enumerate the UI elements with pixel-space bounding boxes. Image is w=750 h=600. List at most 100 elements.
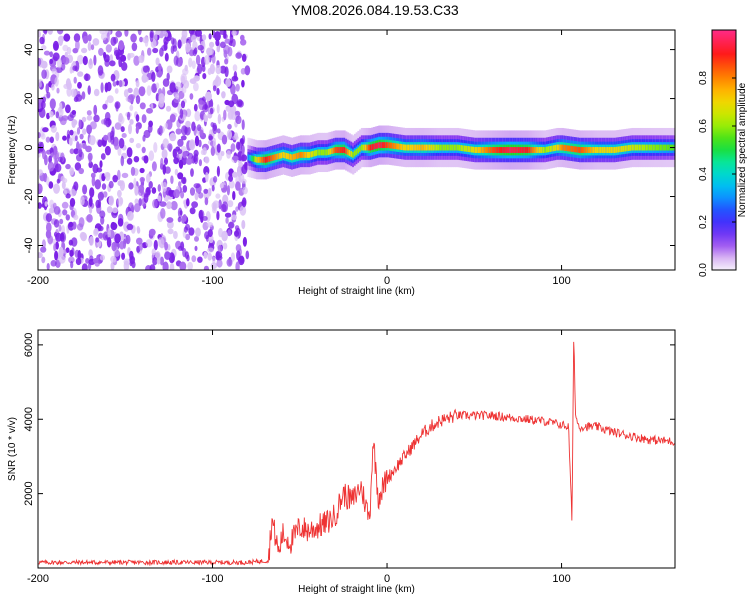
noise-blob — [202, 73, 207, 80]
noise-blob — [48, 181, 54, 189]
noise-blob — [230, 83, 236, 95]
ridge-cell — [582, 147, 585, 153]
noise-blob — [41, 69, 47, 79]
noise-blob — [174, 168, 179, 176]
noise-blob — [88, 249, 93, 257]
noise-blob — [63, 189, 67, 196]
ridge-cell — [345, 148, 348, 154]
ridge-cell — [325, 149, 329, 156]
ridge-cell — [411, 144, 414, 151]
ridge-cell — [294, 153, 297, 160]
noise-blob — [138, 55, 145, 63]
noise-blob — [38, 107, 46, 119]
noise-blob — [197, 63, 203, 75]
noise-blob — [204, 197, 209, 206]
noise-blob — [148, 150, 155, 161]
noise-blob — [177, 138, 184, 147]
ridge-cell — [397, 143, 400, 150]
noise-blob — [66, 46, 72, 55]
noise-blob — [89, 255, 94, 262]
ridge-cell — [573, 146, 577, 153]
noise-blob — [166, 72, 170, 81]
noise-blob — [173, 157, 180, 165]
ridge-cell — [299, 151, 303, 158]
ridge-cell — [568, 145, 571, 152]
noise-blob — [215, 64, 222, 75]
ridge-cell — [535, 147, 538, 153]
ridge-cell — [273, 154, 276, 161]
ridge-cell — [645, 144, 648, 151]
noise-blob — [117, 189, 122, 198]
ridge-cell — [542, 147, 545, 153]
ridge-cell — [620, 146, 624, 152]
noise-blob — [120, 54, 127, 63]
noise-blob — [116, 80, 120, 86]
noise-blob — [227, 200, 234, 208]
noise-blob — [135, 143, 141, 149]
noise-blob — [104, 171, 111, 178]
noise-blob — [234, 230, 239, 237]
noise-blob — [110, 135, 115, 145]
noise-blob — [55, 111, 59, 119]
noise-blob — [162, 138, 169, 149]
noise-blob — [235, 141, 241, 150]
noise-blob — [222, 242, 228, 250]
ridge-cell — [503, 147, 507, 153]
noise-blob — [40, 60, 48, 69]
ridge-cell — [327, 149, 330, 155]
snr-x-axis-label: Height of straight line (km) — [298, 584, 415, 595]
noise-blob — [92, 38, 100, 46]
noise-blob — [93, 114, 100, 123]
noise-blob — [193, 183, 201, 189]
snr-y-tick-label: 4000 — [23, 407, 35, 431]
ridge-cell — [540, 147, 543, 153]
noise-blob — [126, 223, 134, 231]
noise-blob — [62, 57, 70, 65]
noise-blob — [79, 133, 84, 140]
noise-blob — [180, 190, 185, 199]
noise-blob — [114, 122, 122, 130]
noise-blob — [141, 146, 146, 154]
ridge-cell — [423, 144, 426, 151]
noise-blob — [77, 81, 82, 89]
ridge-cell — [563, 144, 566, 151]
noise-blob — [99, 254, 105, 261]
ridge-cell — [470, 146, 474, 153]
noise-blob — [45, 83, 50, 94]
noise-blob — [198, 192, 204, 199]
noise-blob — [148, 120, 154, 128]
ridge-cell — [329, 148, 332, 155]
noise-blob — [242, 236, 247, 247]
noise-blob — [123, 258, 131, 266]
noise-blob — [194, 192, 199, 201]
ridge-cell — [261, 156, 264, 163]
noise-blob — [153, 142, 158, 153]
noise-blob — [190, 168, 194, 177]
noise-blob — [107, 118, 112, 126]
noise-blob — [135, 95, 141, 105]
ridge-cell — [549, 146, 552, 152]
ridge-cell — [531, 147, 535, 153]
ridge-cell — [566, 145, 570, 152]
noise-blob — [68, 239, 74, 246]
ridge-cell — [373, 143, 376, 150]
noise-blob — [170, 37, 175, 45]
noise-blob — [170, 175, 174, 184]
noise-blob — [82, 143, 87, 149]
noise-blob — [133, 55, 140, 66]
noise-blob — [65, 247, 70, 253]
ridge-cell — [666, 144, 669, 151]
noise-blob — [52, 202, 57, 210]
noise-blob — [45, 213, 53, 223]
noise-blob — [38, 132, 41, 139]
noise-blob — [206, 222, 214, 228]
noise-blob — [138, 86, 146, 97]
colorbar-label: Normalized spectral amplitude — [737, 82, 748, 217]
noise-blob — [186, 254, 190, 262]
ridge-cell — [458, 144, 461, 151]
ridge-cell — [270, 155, 273, 162]
ridge-cell — [537, 147, 540, 153]
noise-blob — [130, 166, 136, 176]
ridge-cell — [638, 144, 641, 151]
noise-blob — [202, 216, 208, 221]
